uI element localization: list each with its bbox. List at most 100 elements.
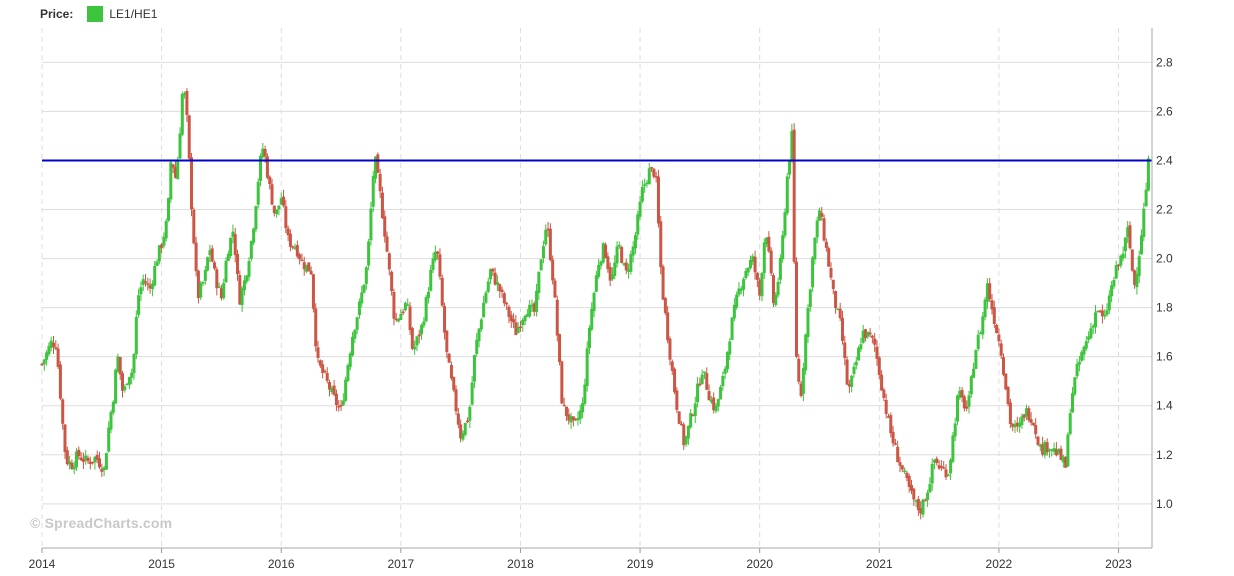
candle-up [1018, 422, 1022, 427]
candle-up [403, 303, 407, 311]
candle-up [1123, 237, 1127, 252]
watermark: © SpreadCharts.com [30, 515, 173, 531]
candle-up [523, 316, 527, 322]
candle-up [1142, 208, 1146, 238]
candle-up [813, 237, 817, 260]
candle-down [919, 508, 923, 514]
candle-up [1013, 424, 1017, 428]
candle-down [898, 462, 902, 466]
candle-up [468, 407, 472, 421]
candle-up [431, 258, 435, 270]
candle-up [422, 321, 426, 326]
candle-up [958, 391, 962, 398]
candle-up [776, 281, 780, 296]
candle-up [72, 466, 76, 470]
candle-down [661, 266, 665, 300]
candle-down [121, 373, 125, 391]
candle-up [569, 416, 573, 423]
candle-down [845, 359, 849, 385]
candle-up [725, 352, 729, 370]
candle-down [677, 411, 681, 424]
candle-down [118, 356, 122, 375]
candle-down [822, 218, 826, 241]
candle-up [1077, 361, 1081, 365]
candle-down [606, 256, 610, 270]
candle-down [863, 329, 867, 339]
candle-up [629, 254, 633, 272]
candle-down [385, 236, 389, 252]
candle-up [696, 383, 700, 403]
candle-down [1059, 448, 1063, 460]
candle-up [102, 467, 106, 471]
candle-up [1087, 336, 1091, 340]
candle-down [705, 373, 709, 390]
candle-down [792, 129, 796, 262]
candle-up [341, 400, 345, 406]
candle-up [723, 368, 727, 374]
candle-down [882, 389, 886, 398]
candle-up [627, 269, 631, 272]
candle-up [139, 287, 143, 295]
candle-down [288, 233, 292, 247]
candle-up [774, 294, 778, 305]
candle-up [229, 237, 233, 256]
candle-down [1064, 457, 1068, 468]
candle-down [498, 284, 502, 292]
candle-up [420, 324, 424, 335]
candle-down [769, 250, 773, 274]
candle-up [817, 210, 821, 221]
candle-up [1135, 273, 1139, 288]
candle-down [829, 268, 833, 278]
candle-up [224, 260, 228, 283]
candle-down [886, 416, 890, 418]
candle-up [949, 459, 953, 474]
candle-down [555, 299, 559, 336]
candle-down [61, 399, 65, 424]
candle-up [254, 206, 258, 230]
candle-down [173, 167, 177, 178]
candle-down [870, 335, 874, 338]
candle-up [259, 156, 263, 181]
candle-down [546, 228, 550, 231]
candle-down [328, 382, 332, 390]
candle-down [417, 334, 421, 337]
candle-up [1107, 295, 1111, 311]
candle-up [1068, 413, 1072, 434]
candle-up [107, 427, 111, 452]
candle-down [54, 347, 58, 349]
candle-up [489, 269, 493, 280]
legend-series-label: LE1/HE1 [109, 7, 158, 21]
y-tick-label: 2.2 [1156, 203, 1173, 217]
candle-up [601, 243, 605, 263]
candle-down [567, 414, 571, 421]
x-tick-label: 2023 [1105, 557, 1132, 571]
candle-down [847, 384, 851, 387]
candle-up [859, 344, 863, 350]
candle-up [1114, 265, 1118, 279]
candle-down [314, 308, 318, 347]
candle-down [1054, 449, 1058, 456]
candle-down [1008, 402, 1012, 425]
candle-up [528, 304, 532, 317]
candle-down [999, 343, 1003, 356]
candle-down [656, 176, 660, 224]
candle-down [548, 228, 552, 260]
candle-up [433, 251, 437, 261]
candle-down [834, 290, 838, 308]
candle-down [560, 361, 564, 404]
candle-down [880, 374, 884, 391]
candle-up [247, 260, 251, 277]
candle-down [889, 415, 893, 434]
candle-down [401, 311, 405, 314]
candle-down [270, 184, 274, 205]
candle-up [921, 499, 925, 515]
candle-down [194, 242, 198, 272]
candle-up [127, 377, 131, 385]
candle-up [737, 288, 741, 295]
candle-up [983, 299, 987, 318]
candle-up [544, 229, 548, 245]
candle-down [873, 338, 877, 345]
candle-up [1052, 448, 1056, 452]
candle-down [447, 353, 451, 363]
candle-down [562, 404, 566, 407]
